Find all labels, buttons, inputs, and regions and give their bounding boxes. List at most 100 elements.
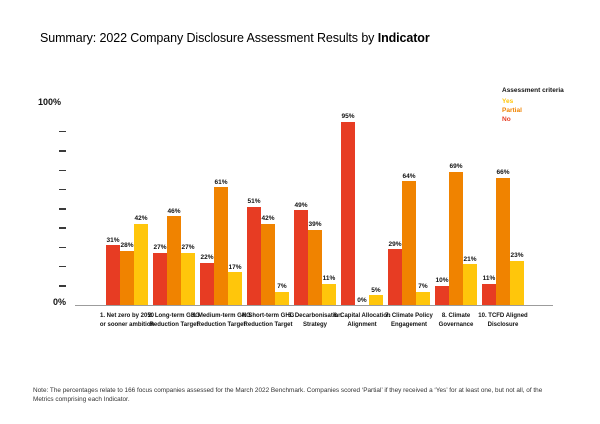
bar-no	[435, 285, 449, 305]
bar-cluster: 51% 42% 7%	[247, 198, 289, 305]
bar-cluster: 22% 61% 17%	[200, 179, 242, 305]
y-axis-tick-60	[59, 188, 66, 191]
bar-value-label: 66%	[496, 169, 510, 177]
bar-slot-no: 51%	[247, 198, 261, 305]
legend-items: Yes Partial No	[502, 97, 564, 124]
y-axis-tick-80	[59, 150, 66, 152]
bar-cluster: 11% 66% 23%	[482, 169, 524, 305]
bar-cluster: 49% 39% 11%	[294, 202, 336, 305]
bar-value-label: 69%	[449, 163, 463, 171]
bar-value-label: 0%	[357, 296, 367, 304]
y-axis-tick-30	[59, 246, 66, 249]
category-label: 6. Capital Allocation Alignment	[333, 313, 391, 328]
y-axis-label-100: 100%	[38, 97, 62, 107]
bar-yes	[228, 272, 242, 305]
legend-item-no: No	[502, 116, 511, 123]
bar-value-label: 39%	[308, 221, 322, 229]
y-axis-tick-70	[59, 169, 66, 171]
bar-no	[106, 245, 120, 305]
bar-slot-partial: 61%	[214, 179, 228, 305]
y-axis-tick-50	[59, 208, 66, 210]
bar-slot-no: 95%	[341, 113, 355, 305]
bar-slot-yes: 42%	[134, 215, 148, 305]
bar-value-label: 27%	[181, 244, 195, 252]
bar-partial	[402, 181, 416, 305]
bar-partial	[214, 187, 228, 305]
bar-yes	[463, 264, 477, 305]
bar-yes	[322, 283, 336, 305]
bar-slot-partial: 69%	[449, 163, 463, 305]
bar-yes	[134, 223, 148, 305]
bar-partial	[167, 216, 181, 305]
bar-slot-yes: 7%	[275, 283, 289, 305]
bar-yes	[510, 260, 524, 305]
bar-cluster: 31% 28% 42%	[106, 215, 148, 305]
legend: Assessment criteria Yes Partial No	[502, 86, 564, 124]
bar-slot-yes: 11%	[322, 275, 336, 305]
bar-partial	[261, 223, 275, 305]
bar-yes	[275, 291, 289, 305]
plot-area: 31% 28% 42% 1. Net zero by 2050 or sooner a…	[59, 112, 553, 328]
bar-value-label: 5%	[371, 286, 381, 294]
bar-value-label: 11%	[322, 275, 336, 283]
bar-value-label: 22%	[200, 254, 214, 262]
y-axis-tick-90	[59, 130, 66, 133]
bar-slot-yes: 23%	[510, 252, 524, 305]
bar-slot-yes: 17%	[228, 264, 242, 305]
category-label: 1. Net zero by 2050 or sooner ambition	[99, 313, 155, 328]
bar-slot-partial: 66%	[496, 169, 510, 305]
y-axis-tick-40	[59, 227, 66, 229]
page-title-emphasis: Indicator	[377, 31, 430, 45]
bar-value-label: 7%	[418, 283, 428, 290]
bar-slot-partial: 0%	[355, 297, 369, 306]
bar-yes	[181, 252, 195, 305]
legend-title: Assessment criteria	[502, 87, 564, 94]
page-title-text: Summary: 2022 Company Disclosure Assessm…	[40, 31, 378, 45]
bar-value-label: 23%	[510, 252, 524, 260]
category-label: 3. Medium-term GHG Reduction Target	[191, 313, 251, 328]
bar-value-label: 46%	[167, 207, 181, 215]
legend-item-partial: Partial	[502, 107, 522, 114]
legend-item-yes: Yes	[502, 98, 514, 105]
category-label: 10. TCFD Aligned Disclosure	[478, 313, 528, 328]
bar-value-label: 42%	[261, 215, 275, 223]
bar-value-label: 17%	[228, 263, 242, 271]
bar-group: 95% 0% 5% 6. Capital Allocation Alignment	[333, 112, 390, 328]
bar-partial	[449, 171, 463, 305]
bar-slot-partial: 46%	[167, 208, 181, 305]
bar-no	[388, 249, 402, 305]
bar-no	[200, 262, 214, 305]
bar-slot-yes: 5%	[369, 287, 383, 305]
category-label: 8. Climate Governance	[438, 313, 474, 328]
bar-slot-no: 31%	[106, 237, 120, 305]
bar-group: 31% 28% 42% 1. Net zero by 2050 or sooner a…	[100, 112, 154, 328]
bar-value-label: 7%	[277, 283, 287, 290]
bar-value-label: 64%	[402, 172, 416, 180]
category-label: 2. Long-term GHG Reduction Target	[148, 313, 200, 328]
bar-slot-partial: 28%	[120, 242, 134, 305]
category-label: 4. Short-term GHG Reduction Target	[241, 313, 295, 328]
bar-partial	[120, 250, 134, 305]
bar-group: 49% 39% 11% 5. Decarbonisation Strategy	[288, 112, 342, 328]
bar-value-label: 27%	[153, 244, 167, 252]
footnote: Note: The percentages relate to 166 focu…	[33, 387, 543, 403]
bar-no	[153, 252, 167, 305]
bar-slot-no: 49%	[294, 202, 308, 305]
bar-value-label: 28%	[120, 242, 134, 250]
bar-cluster: 27% 46% 27%	[153, 208, 195, 305]
y-axis-label-0: 0%	[53, 297, 67, 307]
bar-partial	[308, 229, 322, 305]
bar-no	[294, 210, 308, 305]
category-label: 5. Decarbonisation Strategy	[288, 313, 342, 328]
bar-group: 11% 66% 23% 10. TCFD Aligned Disclosure	[478, 112, 527, 328]
bar-value-label: 49%	[294, 201, 308, 209]
bar-yes	[369, 295, 383, 305]
bar-slot-no: 11%	[482, 275, 496, 305]
page-title: Summary: 2022 Company Disclosure Assessm…	[40, 31, 430, 45]
category-label: 7. Climate Policy Engagement	[385, 313, 433, 328]
bar-cluster: 95% 0% 5%	[341, 113, 383, 305]
bar-slot-no: 29%	[388, 241, 402, 305]
bar-slot-no: 22%	[200, 254, 214, 305]
bar-slot-yes: 7%	[416, 283, 430, 305]
